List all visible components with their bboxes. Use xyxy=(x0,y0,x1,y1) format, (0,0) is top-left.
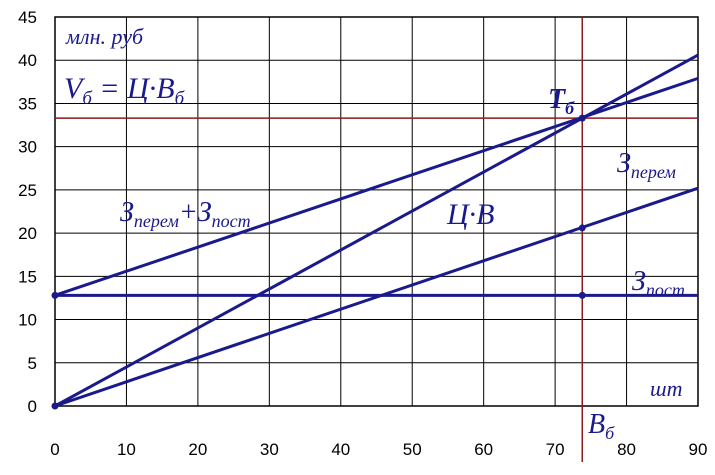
formula-b-sub: б xyxy=(175,88,186,109)
total-cost-label: Зперем+Зпост xyxy=(120,197,251,231)
x-tick-label: 50 xyxy=(403,440,422,459)
y-tick-label: 25 xyxy=(18,181,37,200)
plot-frame xyxy=(54,16,699,407)
variable-cost-main: З xyxy=(617,148,631,179)
total-cost-p1: З xyxy=(120,197,134,228)
fixed-cost-label: Зпост xyxy=(632,266,685,300)
data-point xyxy=(51,402,59,410)
grid xyxy=(54,16,699,407)
y-tick-label: 10 xyxy=(18,311,37,330)
tick-labels: 0 10 20 30 40 50 60 70 80 90 0 5 10 15 20 25 30 35 40 45 xyxy=(18,8,707,459)
y-tick-label: 5 xyxy=(28,354,37,373)
y-tick-label: 30 xyxy=(18,138,37,157)
fixed-cost-sub: пост xyxy=(646,280,685,300)
data-point xyxy=(51,291,59,299)
y-tick-label: 45 xyxy=(18,8,37,27)
breakeven-point-label: Тб xyxy=(548,84,575,118)
series-lines xyxy=(54,53,699,408)
formula-mid: = Ц·В xyxy=(92,72,175,105)
revenue-label: Ц·В xyxy=(446,198,495,231)
breakeven-volume-main: В xyxy=(588,409,605,440)
total-cost-s1: перем xyxy=(134,211,180,231)
fixed-cost-main: З xyxy=(632,266,646,297)
x-tick-label: 80 xyxy=(617,440,636,459)
x-tick-label: 0 xyxy=(50,440,59,459)
breakeven-volume-label: Вб xyxy=(588,409,615,443)
x-tick-label: 70 xyxy=(546,440,565,459)
variable-cost-line xyxy=(54,186,699,408)
total-cost-p2: +З xyxy=(179,197,212,228)
formula-label: Vб = Ц·Вб xyxy=(64,72,186,109)
x-tick-label: 90 xyxy=(689,440,708,459)
breakeven-reference-lines xyxy=(55,17,698,462)
x-axis-label: шт xyxy=(650,376,683,401)
data-point xyxy=(578,291,586,299)
data-markers xyxy=(51,114,586,410)
y-axis-label: млн. руб xyxy=(65,24,144,49)
total-cost-line xyxy=(54,76,699,297)
x-tick-label: 10 xyxy=(117,440,136,459)
formula-v-sub: б xyxy=(82,88,93,109)
variable-cost-sub: перем xyxy=(631,162,677,182)
x-tick-label: 20 xyxy=(188,440,207,459)
breakeven-point-main: Т xyxy=(548,84,567,115)
y-tick-label: 40 xyxy=(18,51,37,70)
data-point xyxy=(578,224,586,232)
y-tick-label: 0 xyxy=(28,397,37,416)
variable-cost-label: Зперем xyxy=(617,148,676,182)
breakeven-point-sub: б xyxy=(565,98,575,118)
y-tick-label: 15 xyxy=(18,267,37,286)
y-tick-label: 20 xyxy=(18,224,37,243)
x-tick-label: 30 xyxy=(260,440,279,459)
x-tick-label: 60 xyxy=(474,440,493,459)
y-tick-label: 35 xyxy=(18,94,37,113)
x-tick-label: 40 xyxy=(331,440,350,459)
formula-v: V xyxy=(64,72,86,105)
breakeven-volume-sub: б xyxy=(605,423,615,443)
data-point xyxy=(578,114,586,122)
total-cost-s2: пост xyxy=(212,211,251,231)
